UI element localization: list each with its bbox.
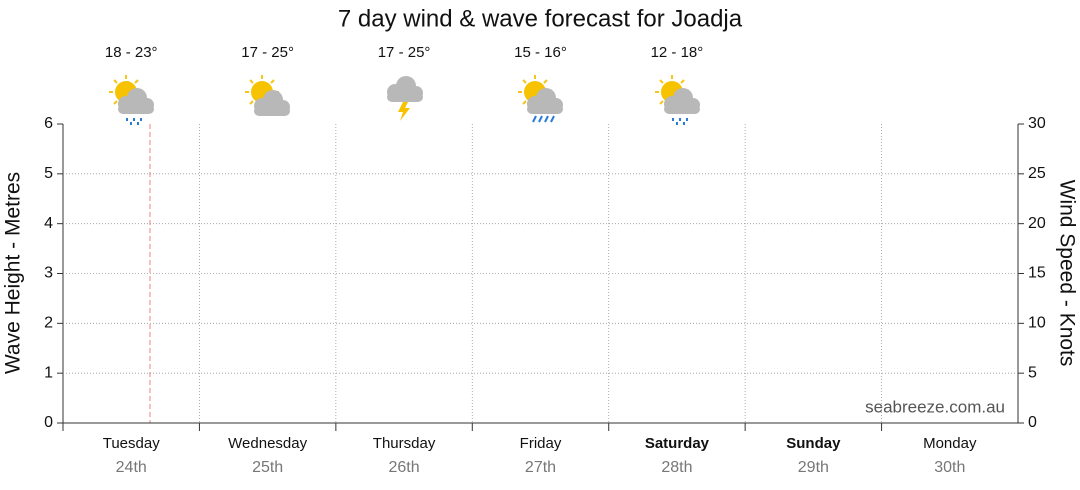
date-label: 25th	[252, 459, 283, 476]
day-label: Thursday	[373, 435, 436, 452]
temperature-label: 17 - 25°	[241, 44, 294, 61]
y2-tick-label: 10	[1028, 315, 1046, 332]
y2-tick-label: 30	[1028, 115, 1046, 132]
date-label: 29th	[798, 459, 829, 476]
y-tick-label: 5	[44, 165, 53, 182]
y2-tick-label: 15	[1028, 265, 1046, 282]
day-label: Wednesday	[228, 435, 307, 452]
icon-showers	[108, 74, 154, 125]
date-label: 28th	[661, 459, 692, 476]
weather-icons	[108, 74, 700, 125]
chart-title: 7 day wind & wave forecast for Joadja	[338, 5, 743, 32]
y2-tick-label: 5	[1028, 364, 1037, 381]
y-tick-label: 2	[44, 315, 53, 332]
day-label: Sunday	[786, 435, 841, 452]
icon-partly-cloudy	[244, 74, 290, 116]
y2-tick-label: 0	[1028, 414, 1037, 431]
day-label: Tuesday	[103, 435, 160, 452]
date-label: 27th	[525, 459, 556, 476]
icon-rain	[517, 74, 563, 123]
date-label: 24th	[116, 459, 147, 476]
y-axis-label: Wave Height - Metres	[2, 172, 25, 374]
y2-axis-label: Wind Speed - Knots	[1055, 180, 1078, 367]
day-label: Saturday	[645, 435, 710, 452]
icon-showers	[654, 74, 700, 125]
day-label: Friday	[520, 435, 562, 452]
temperature-label: 15 - 16°	[514, 44, 567, 61]
y2-tick-label: 25	[1028, 165, 1046, 182]
y-tick-label: 4	[44, 215, 53, 232]
y-tick-label: 1	[44, 364, 53, 381]
date-label: 30th	[934, 459, 965, 476]
temperature-label: 17 - 25°	[378, 44, 431, 61]
y-tick-label: 3	[44, 265, 53, 282]
temperature-label: 12 - 18°	[651, 44, 704, 61]
y-tick-label: 0	[44, 414, 53, 431]
day-label: Monday	[923, 435, 977, 452]
date-label: 26th	[389, 459, 420, 476]
temperature-label: 18 - 23°	[105, 44, 158, 61]
watermark: seabreeze.com.au	[865, 397, 1005, 416]
icon-storm	[387, 76, 423, 121]
y-tick-label: 6	[44, 115, 53, 132]
y2-tick-label: 20	[1028, 215, 1046, 232]
